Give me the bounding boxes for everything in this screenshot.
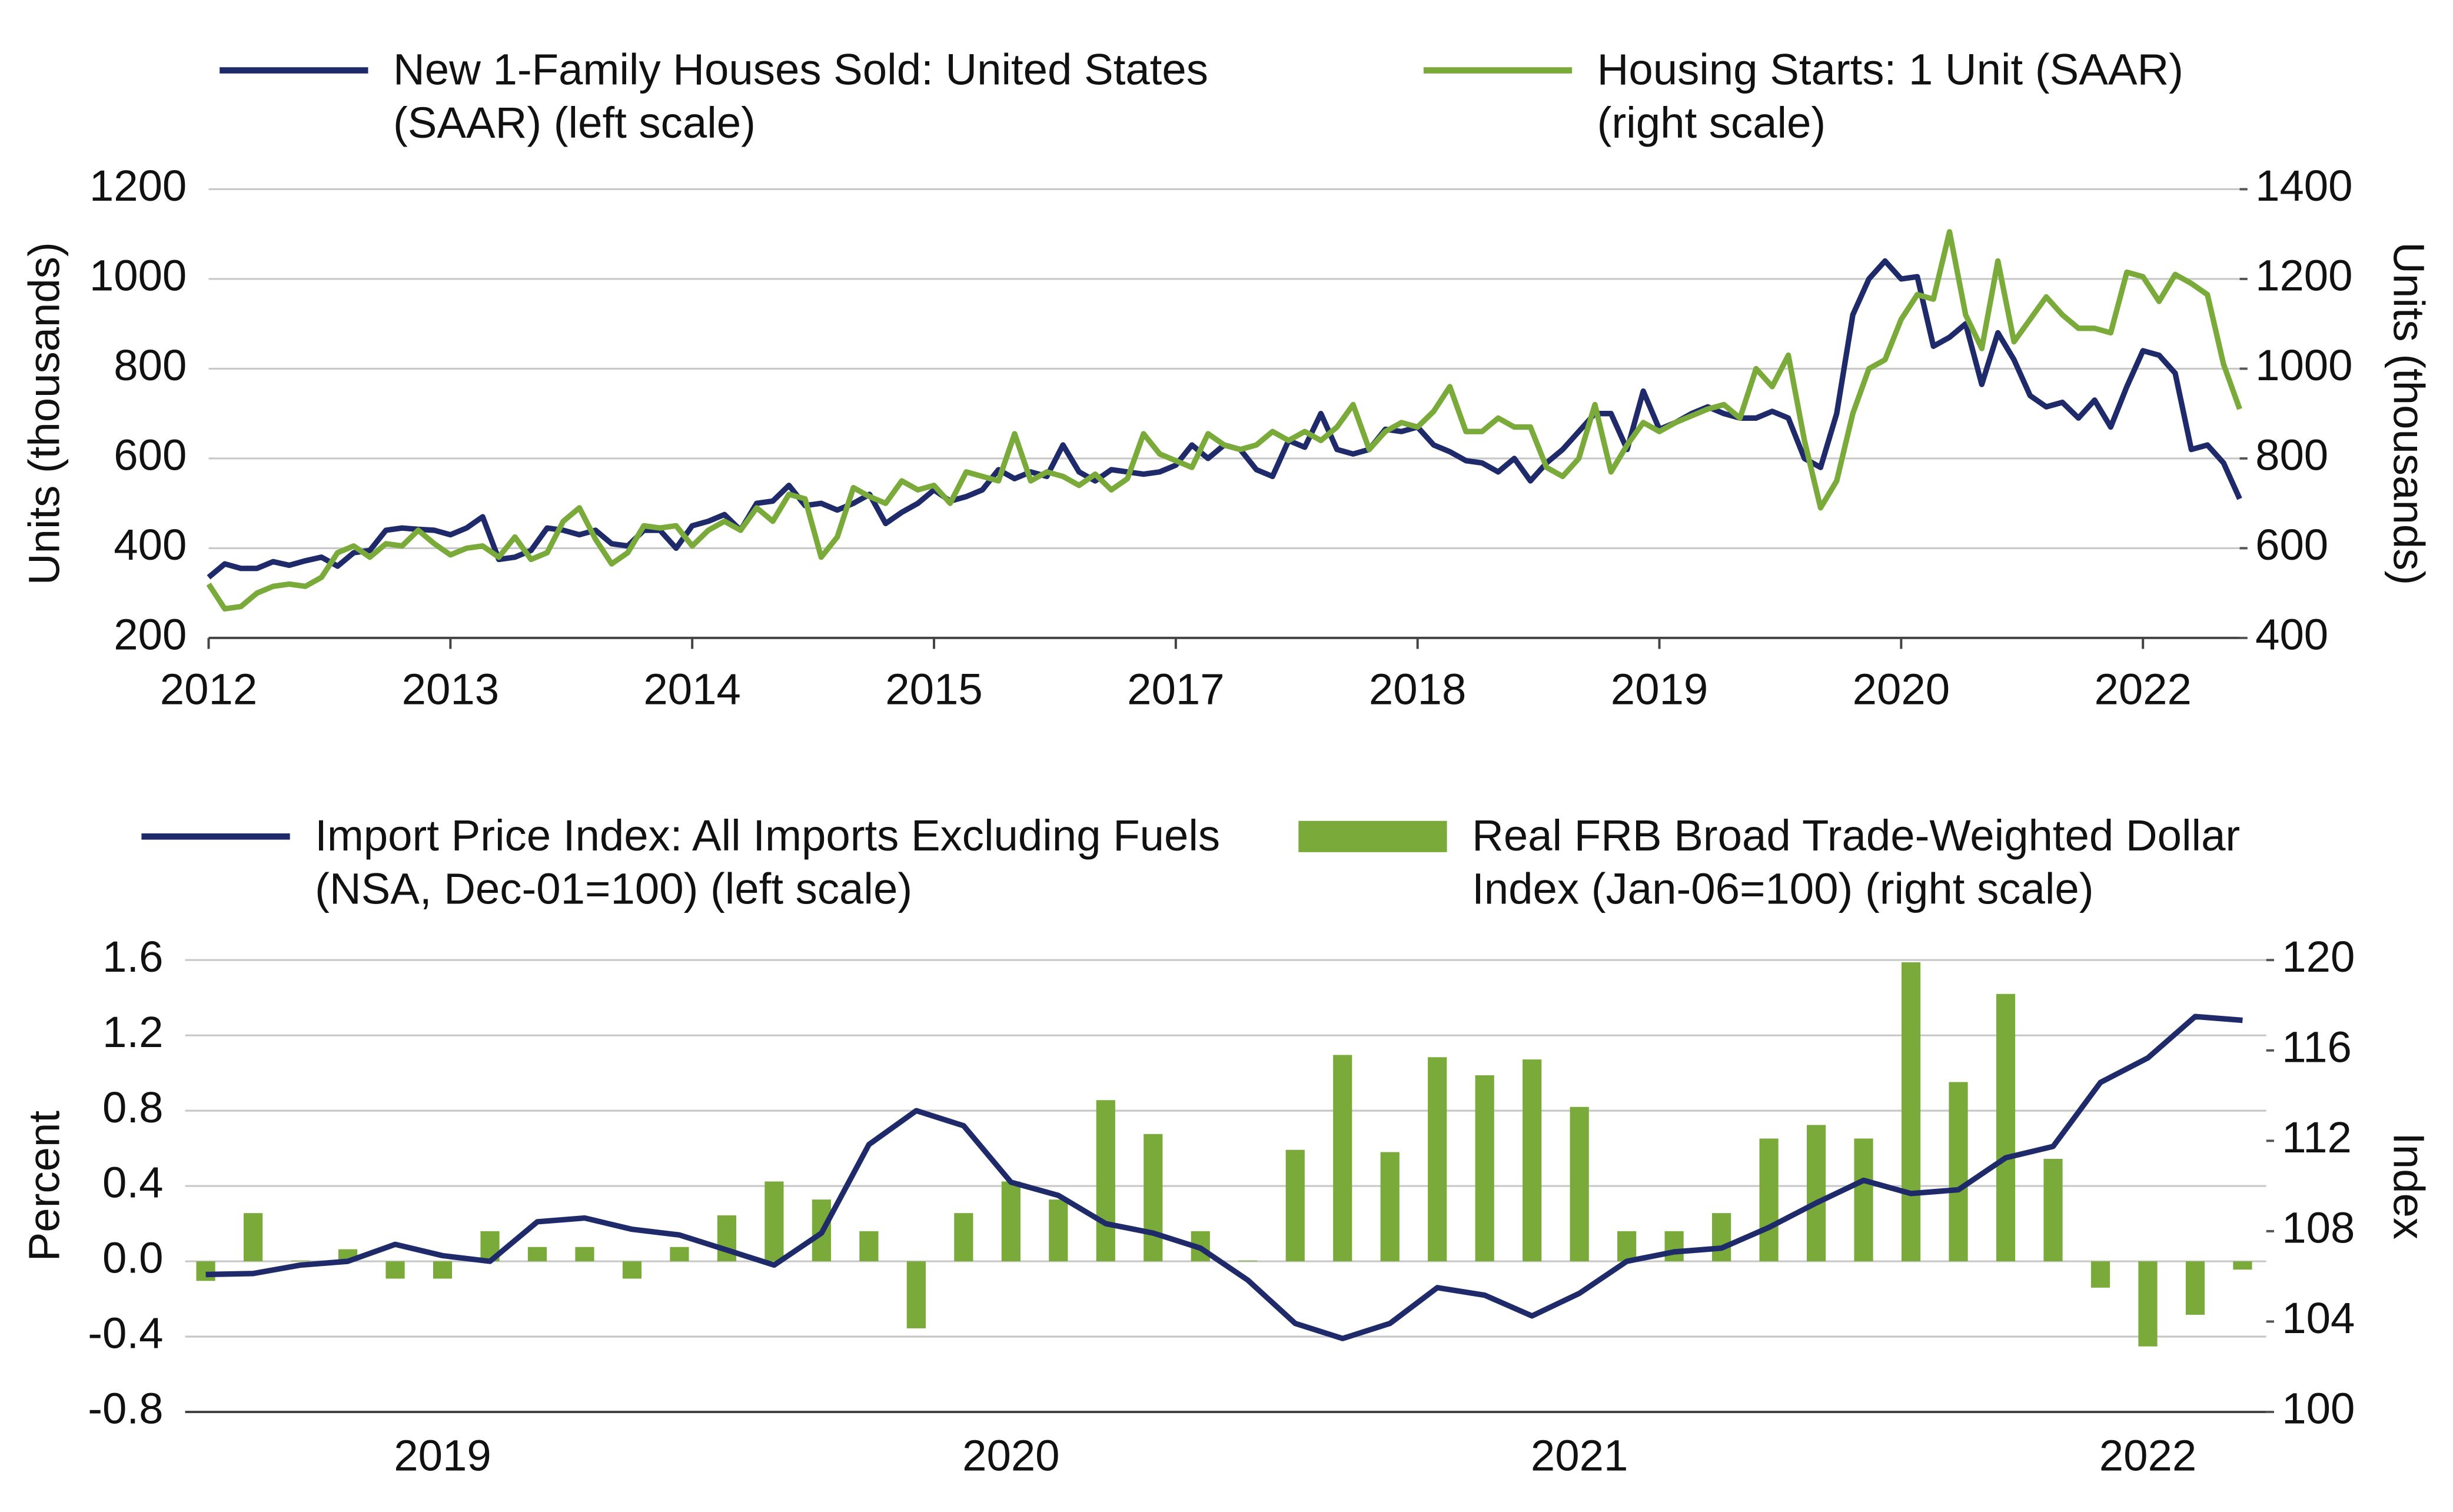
bar: [859, 1231, 879, 1262]
y-tick-label: 0.8: [102, 1083, 163, 1132]
y-tick-label: 1000: [89, 251, 187, 300]
x-tick-label: 2020: [962, 1431, 1059, 1480]
bar: [2233, 1261, 2252, 1270]
bar: [1333, 1055, 1352, 1262]
y-tick-label: 0.0: [102, 1234, 163, 1282]
bar: [622, 1261, 642, 1279]
bar: [575, 1247, 594, 1262]
y-tick-label: 200: [114, 610, 187, 659]
bar: [1285, 1149, 1305, 1262]
bar: [1854, 1138, 1873, 1262]
bar: [2090, 1261, 2110, 1288]
legend-entry: Housing Starts: 1 Unit (SAAR) (right sca…: [1423, 44, 2285, 150]
bar: [1901, 962, 1921, 1262]
line-series: [205, 1013, 2243, 1341]
x-tick-label: 2021: [1531, 1431, 1628, 1480]
bar: [196, 1261, 215, 1281]
y-axis-title: Units (thousands): [20, 242, 69, 585]
legend-swatch: [141, 833, 290, 840]
bar: [243, 1213, 263, 1262]
bar: [1096, 1100, 1115, 1262]
bar: [1664, 1231, 1684, 1262]
legend-label: Import Price Index: All Imports Excludin…: [315, 811, 1221, 913]
y2-tick-label: 100: [2282, 1384, 2355, 1433]
y-tick-label: 0.4: [102, 1158, 163, 1207]
x-tick-label: 2019: [394, 1431, 491, 1480]
legend-item: Import Price Index: All Imports Excludin…: [141, 810, 1237, 916]
legend-label: New 1-Family Houses Sold: United States …: [393, 45, 1208, 147]
bar: [527, 1247, 547, 1262]
bar: [1570, 1106, 1589, 1262]
y2-tick-label: 400: [2255, 610, 2328, 659]
y2-tick-label: 1200: [2255, 251, 2352, 300]
x-tick-label: 2018: [1369, 665, 1466, 714]
y-axis-title: Percent: [20, 1111, 69, 1262]
y2-tick-label: 120: [2282, 932, 2355, 981]
bar: [1475, 1075, 1494, 1262]
bar: [433, 1261, 453, 1279]
bar: [1712, 1213, 1731, 1262]
y2-tick-label: 104: [2282, 1294, 2355, 1342]
bar: [954, 1213, 973, 1262]
y2-tick-label: 1400: [2255, 161, 2352, 210]
x-tick-label: 2019: [1611, 665, 1708, 714]
legend-swatch: [220, 67, 368, 74]
legend-item: New 1-Family Houses Sold: United States …: [220, 44, 1284, 150]
bar: [1523, 1059, 1542, 1262]
y2-axis-title: Index: [2384, 1132, 2433, 1239]
bar: [1996, 993, 2016, 1262]
bar: [1949, 1082, 1968, 1262]
legend-item: Housing Starts: 1 Unit (SAAR) (right sca…: [1423, 44, 2285, 150]
bar: [2138, 1261, 2158, 1347]
line-series: [206, 229, 2242, 612]
y2-tick-label: 600: [2255, 520, 2328, 569]
y2-tick-label: 1000: [2255, 341, 2352, 390]
legend-label: Real FRB Broad Trade-Weighted Dollar Ind…: [1472, 811, 2241, 913]
y2-axis-title: Units (thousands): [2384, 242, 2433, 585]
x-tick-label: 2020: [1853, 665, 1950, 714]
x-tick-label: 2012: [160, 665, 257, 714]
y-tick-label: 600: [114, 431, 187, 480]
y2-tick-label: 800: [2255, 431, 2328, 480]
y-tick-label: -0.8: [88, 1384, 163, 1433]
x-tick-label: 2015: [885, 665, 982, 714]
y2-tick-label: 112: [2282, 1113, 2352, 1162]
legend-swatch: [1298, 820, 1447, 852]
bar: [1759, 1138, 1779, 1262]
bar: [1617, 1231, 1637, 1262]
bar: [1380, 1152, 1400, 1262]
legend-entry: Import Price Index: All Imports Excludin…: [141, 810, 1237, 916]
bar: [1001, 1181, 1021, 1262]
bar: [2043, 1159, 2063, 1262]
x-tick-label: 2017: [1127, 665, 1224, 714]
legend-item: Real FRB Broad Trade-Weighted Dollar Ind…: [1298, 810, 2348, 916]
y-tick-label: 800: [114, 341, 187, 390]
legend-entry: New 1-Family Houses Sold: United States …: [220, 44, 1284, 150]
legend-label: Housing Starts: 1 Unit (SAAR) (right sca…: [1597, 45, 2183, 147]
y-tick-label: -0.4: [88, 1309, 163, 1358]
x-tick-label: 2014: [643, 665, 740, 714]
bar: [670, 1247, 689, 1262]
bar: [1806, 1125, 1826, 1262]
y2-tick-label: 108: [2282, 1204, 2355, 1252]
y2-tick-label: 116: [2282, 1022, 2352, 1071]
bar: [1049, 1199, 1068, 1262]
bar: [385, 1261, 405, 1279]
y-tick-label: 1200: [89, 161, 187, 210]
bar: [1144, 1134, 1163, 1262]
legend-entry: Real FRB Broad Trade-Weighted Dollar Ind…: [1298, 810, 2348, 916]
y-tick-label: 1.6: [102, 932, 163, 981]
legend-swatch: [1423, 67, 1573, 74]
x-tick-label: 2022: [2094, 665, 2191, 714]
x-tick-label: 2013: [402, 665, 499, 714]
y-tick-label: 1.2: [102, 1008, 163, 1056]
line-series: [207, 258, 2242, 580]
bar: [1428, 1057, 1447, 1262]
x-tick-label: 2022: [2099, 1431, 2196, 1480]
bar: [765, 1181, 784, 1262]
bar: [906, 1261, 926, 1328]
bar: [2185, 1261, 2205, 1315]
y-tick-label: 400: [114, 520, 187, 569]
